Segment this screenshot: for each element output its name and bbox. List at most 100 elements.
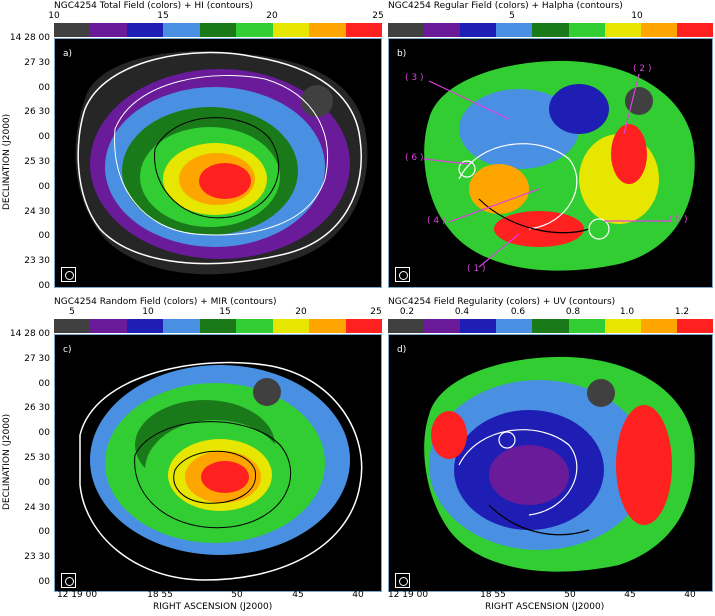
x-axis-label-right: RIGHT ASCENSION (J2000) bbox=[485, 602, 605, 612]
y-tick: 14 28 00 bbox=[9, 329, 50, 339]
y-tick: 00 bbox=[38, 577, 50, 587]
panel-c-label: c) bbox=[63, 345, 72, 355]
panel-c-map-image bbox=[79, 361, 363, 581]
x-tick-left: 18 55 bbox=[147, 590, 173, 600]
y-tick: 25 30 bbox=[24, 453, 50, 463]
panel-b-label: b) bbox=[397, 49, 407, 59]
panel-d-colorbar bbox=[388, 319, 713, 333]
colorbar-swatch bbox=[54, 23, 91, 37]
colorbar-swatch bbox=[532, 23, 569, 37]
colorbar-swatch bbox=[532, 319, 569, 333]
x-tick-left: 50 bbox=[231, 590, 243, 600]
colorbar-swatch bbox=[496, 23, 533, 37]
colorbar-swatch bbox=[640, 23, 677, 37]
colorbar-swatch bbox=[163, 23, 200, 37]
y-tick: 00 bbox=[38, 132, 50, 143]
panel-d-colorbar-tick: 0.4 bbox=[454, 307, 470, 317]
colorbar-swatch bbox=[90, 319, 127, 333]
panel-a-colorbar-tick: 25 bbox=[372, 11, 384, 21]
colorbar-swatch bbox=[568, 319, 605, 333]
colorbar-swatch bbox=[90, 23, 127, 37]
panel-c-colorbar-tick: 25 bbox=[370, 307, 382, 317]
colorbar-swatch bbox=[424, 319, 461, 333]
panel-d-colorbar-tick: 1.2 bbox=[674, 307, 690, 317]
y-tick: 25 30 bbox=[24, 157, 50, 167]
panel-c-title: NGC4254 Random Field (colors) + MIR (con… bbox=[54, 297, 277, 307]
x-axis-label-left: RIGHT ASCENSION (J2000) bbox=[153, 602, 273, 612]
panel-a-map-image bbox=[75, 51, 368, 275]
colorbar-swatch bbox=[199, 23, 237, 37]
y-tick: 00 bbox=[38, 231, 50, 242]
y-tick: 26 30 bbox=[24, 403, 50, 414]
panel-b-annotation-4: ( 4 ) bbox=[427, 216, 446, 226]
colorbar-swatch bbox=[236, 319, 273, 333]
panel-d-colorbar-tick: 0.6 bbox=[510, 307, 526, 317]
y-tick: 00 bbox=[38, 281, 50, 291]
panel-c-colorbar-tick: 5 bbox=[69, 307, 75, 317]
panel-c-beam-icon bbox=[61, 573, 76, 588]
panel-d-colorbar-tick: 1.0 bbox=[619, 307, 635, 317]
x-tick-right: 12 19 00 bbox=[387, 590, 429, 600]
colorbar-swatch bbox=[272, 23, 310, 37]
colorbar-swatch bbox=[496, 319, 533, 333]
y-tick: 23 30 bbox=[24, 256, 50, 267]
y-tick: 23 30 bbox=[24, 552, 50, 563]
panel-a-title: NGC4254 Total Field (colors) + HI (conto… bbox=[54, 1, 253, 11]
panel-d-colorbar-tick: 0.2 bbox=[399, 307, 415, 317]
panel-b-colorbar-tick: 5 bbox=[509, 11, 515, 21]
y-tick: 00 bbox=[38, 378, 50, 389]
colorbar-swatch bbox=[199, 319, 237, 333]
panel-a-map: a) bbox=[54, 38, 382, 288]
x-tick-right: 50 bbox=[564, 590, 576, 600]
panel-a-beam-icon bbox=[61, 267, 76, 282]
panel-c-map: c) bbox=[54, 334, 382, 592]
colorbar-swatch bbox=[640, 319, 677, 333]
colorbar-swatch bbox=[460, 23, 497, 37]
y-tick: 27 30 bbox=[24, 353, 50, 364]
panel-b-annotation-5: ( 5 ) bbox=[669, 215, 688, 225]
y-tick: 27 30 bbox=[24, 57, 50, 68]
colorbar-swatch bbox=[604, 23, 641, 37]
y-tick: 00 bbox=[38, 477, 50, 488]
colorbar-swatch bbox=[460, 319, 497, 333]
panel-b-colorbar-tick: 10 bbox=[631, 11, 643, 21]
panel-d-colorbar-tick: 0.8 bbox=[565, 307, 581, 317]
panel-a-colorbar bbox=[54, 23, 382, 37]
colorbar-swatch bbox=[345, 319, 382, 333]
x-tick-right: 18 55 bbox=[480, 590, 506, 600]
colorbar-swatch bbox=[54, 319, 91, 333]
panel-c-colorbar-tick: 15 bbox=[219, 307, 231, 317]
x-tick-left: 40 bbox=[352, 590, 364, 600]
y-tick: 00 bbox=[38, 82, 50, 93]
colorbar-swatch bbox=[388, 23, 425, 37]
panel-b-map: b) ( 3 ) ( 2 ) ( 6 ) ( 4 ) ( 5 ) ( 1 ) bbox=[388, 38, 713, 288]
colorbar-swatch bbox=[236, 23, 273, 37]
panel-b-map-image bbox=[423, 60, 695, 271]
colorbar-swatch bbox=[568, 23, 605, 37]
panel-d-beam-icon bbox=[395, 573, 410, 588]
colorbar-swatch bbox=[676, 23, 713, 37]
colorbar-swatch bbox=[126, 319, 164, 333]
y-tick: 24 30 bbox=[24, 502, 50, 513]
y-tick: 24 30 bbox=[24, 206, 50, 217]
panel-d-title: NGC4254 Field Regularity (colors) + UV (… bbox=[388, 297, 616, 307]
y-tick: 14 28 00 bbox=[9, 33, 50, 43]
colorbar-swatch bbox=[309, 23, 346, 37]
y-tick: 00 bbox=[38, 527, 50, 538]
x-tick-right: 45 bbox=[624, 590, 636, 600]
colorbar-swatch bbox=[163, 319, 200, 333]
panel-a-label: a) bbox=[63, 49, 73, 59]
x-tick-left: 45 bbox=[292, 590, 304, 600]
panel-b-title: NGC4254 Regular Field (colors) + Halpha … bbox=[388, 1, 623, 11]
panel-d-map: d) bbox=[388, 334, 713, 592]
x-tick-right: 40 bbox=[684, 590, 696, 600]
panel-a-colorbar-tick: 10 bbox=[48, 11, 60, 21]
x-tick-left: 12 19 00 bbox=[56, 590, 98, 600]
colorbar-swatch bbox=[309, 319, 346, 333]
colorbar-swatch bbox=[676, 319, 713, 333]
colorbar-swatch bbox=[272, 319, 310, 333]
panel-b-annotation-1: ( 1 ) bbox=[467, 264, 486, 274]
panel-c-colorbar-tick: 20 bbox=[295, 307, 307, 317]
panel-a-colorbar-tick: 15 bbox=[157, 11, 169, 21]
panel-b-annotation-3: ( 3 ) bbox=[405, 73, 424, 83]
